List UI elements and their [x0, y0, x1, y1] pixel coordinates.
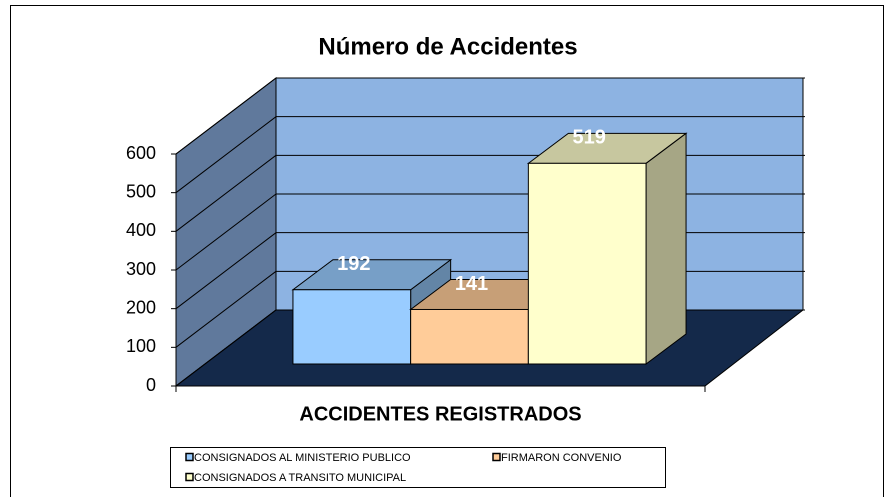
- grid-line: [175, 154, 277, 232]
- legend-label: CONSIGNADOS A TRANSITO MUNICIPAL: [194, 472, 406, 484]
- data-label: 141: [455, 273, 488, 295]
- legend-swatch: [492, 452, 501, 462]
- data-label: 519: [573, 127, 606, 149]
- y-tick-label: 400: [126, 220, 156, 240]
- bar: [292, 289, 412, 365]
- legend-label: CONSIGNADOS AL MINISTERIO PUBLICO: [194, 452, 411, 464]
- x-tick-label: ACCIDENTES REGISTRADOS: [299, 403, 581, 425]
- chart-title: Número de Accidentes: [318, 33, 577, 60]
- grid-line: [175, 232, 277, 310]
- y-tick-label: 600: [126, 143, 156, 163]
- grid-line: [175, 116, 277, 194]
- bar: [527, 162, 647, 365]
- grid-line: [175, 270, 277, 348]
- y-tick-label: 300: [126, 259, 156, 279]
- y-tick-label: 0: [146, 375, 156, 395]
- data-label: 192: [337, 253, 370, 275]
- bar-side: [645, 132, 687, 365]
- y-tick-label: 100: [126, 336, 156, 356]
- y-tick-label: 500: [126, 181, 156, 201]
- legend-box: [170, 447, 666, 488]
- grid-line: [175, 193, 277, 271]
- y-tick-label: 200: [126, 297, 156, 317]
- grid-line: [175, 77, 277, 155]
- grid-line: [175, 309, 277, 387]
- bar: [410, 308, 529, 365]
- legend-label: FIRMARON CONVENIO: [501, 452, 622, 464]
- legend-swatch: [185, 472, 194, 482]
- legend-swatch: [185, 452, 194, 462]
